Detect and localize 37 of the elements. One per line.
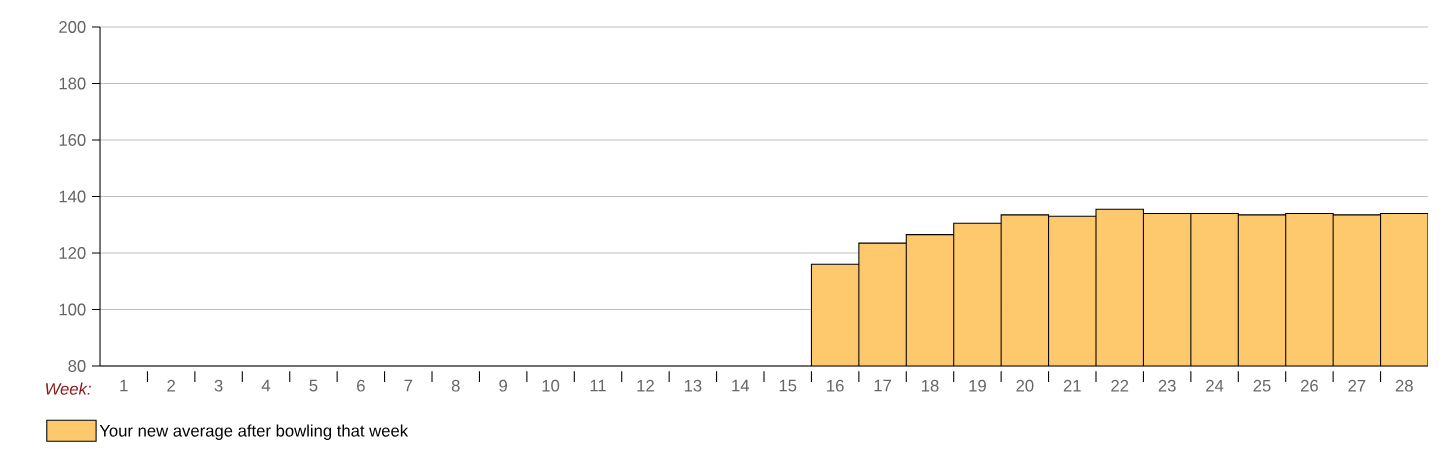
x-tick-label: 26 — [1300, 379, 1318, 392]
x-tick-label: 17 — [874, 379, 891, 392]
x-tick-label: 23 — [1158, 379, 1176, 392]
y-tick-label: 120 — [59, 247, 86, 259]
x-tick-label: 18 — [922, 379, 939, 392]
x-tick-label: 3 — [214, 379, 223, 392]
x-tick-label: 22 — [1111, 379, 1129, 392]
x-tick-label: 1 — [120, 379, 128, 392]
y-tick-label: 140 — [59, 190, 86, 203]
x-tick-label: 21 — [1063, 379, 1081, 392]
x-axis-title: Week: — [46, 382, 91, 395]
x-tick-label: 27 — [1348, 379, 1366, 392]
x-tick-label: 14 — [732, 379, 750, 392]
x-tick-label: 5 — [309, 379, 318, 392]
x-tick-label: 20 — [1016, 379, 1034, 392]
x-tick-label: 15 — [779, 379, 797, 392]
x-tick-label: 4 — [261, 379, 271, 392]
x-tick-label: 24 — [1206, 379, 1224, 392]
x-tick-label: 7 — [404, 379, 413, 392]
y-tick-label: 200 — [59, 21, 86, 33]
y-tick-label: 100 — [59, 303, 86, 316]
legend-label: Your new average after bowling that week — [99, 424, 409, 440]
x-tick-label: 12 — [637, 379, 654, 392]
x-tick-label: 2 — [167, 379, 175, 392]
x-tick-label: 8 — [451, 379, 460, 392]
x-tick-label: 9 — [499, 379, 508, 392]
y-tick-label: 180 — [59, 77, 86, 90]
x-tick-label: 6 — [357, 379, 365, 392]
x-tick-label: 11 — [590, 379, 606, 392]
x-tick-label: 16 — [827, 379, 844, 392]
x-tick-label: 13 — [684, 379, 702, 392]
x-tick-label: 28 — [1395, 379, 1413, 392]
x-tick-label: 25 — [1253, 379, 1271, 392]
y-tick-label: 80 — [68, 360, 86, 372]
x-tick-label: 10 — [542, 379, 560, 392]
y-tick-label: 160 — [59, 134, 86, 146]
x-tick-label: 19 — [969, 379, 986, 392]
